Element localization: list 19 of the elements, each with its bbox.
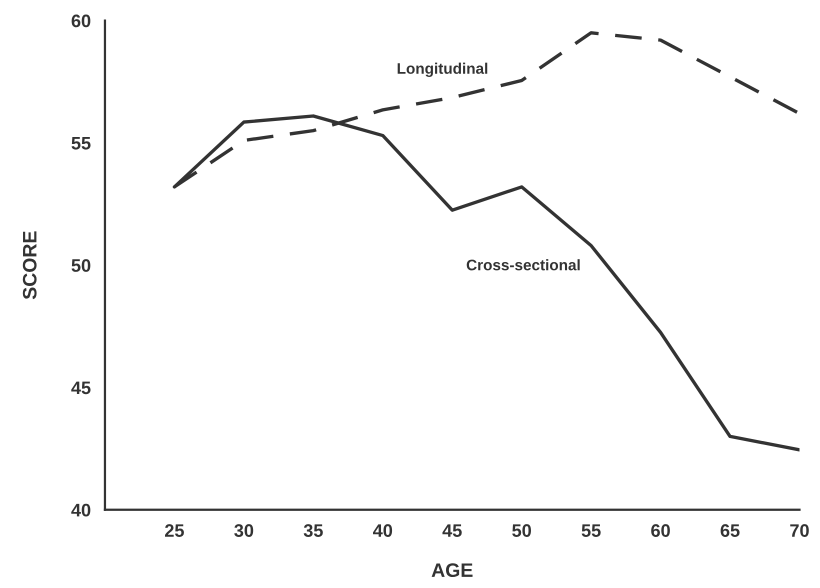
x-tick-label: 65 (720, 524, 740, 537)
x-tick-label: 60 (651, 524, 670, 537)
y-tick-label: 60 (72, 14, 90, 28)
x-tick-label: 70 (790, 524, 809, 537)
x-tick-label: 55 (582, 524, 601, 537)
x-axis-title: AGE (432, 563, 473, 578)
y-tick-label: 55 (72, 137, 91, 150)
y-tick-label: 45 (71, 382, 91, 394)
y-tick-label: 50 (72, 259, 90, 272)
x-tick-label: 30 (234, 524, 254, 537)
y-axis-title: SCORE (22, 231, 37, 300)
y-tick-label: 40 (71, 504, 90, 517)
series-label: Longitudinal (398, 62, 488, 77)
x-tick-label: 45 (442, 524, 462, 537)
x-tick-label: 40 (373, 524, 392, 537)
x-tick-label: 50 (512, 524, 531, 537)
series-label: Cross-sectional (466, 259, 580, 270)
x-tick-label: 25 (165, 524, 184, 537)
x-tick-label: 35 (304, 524, 323, 537)
